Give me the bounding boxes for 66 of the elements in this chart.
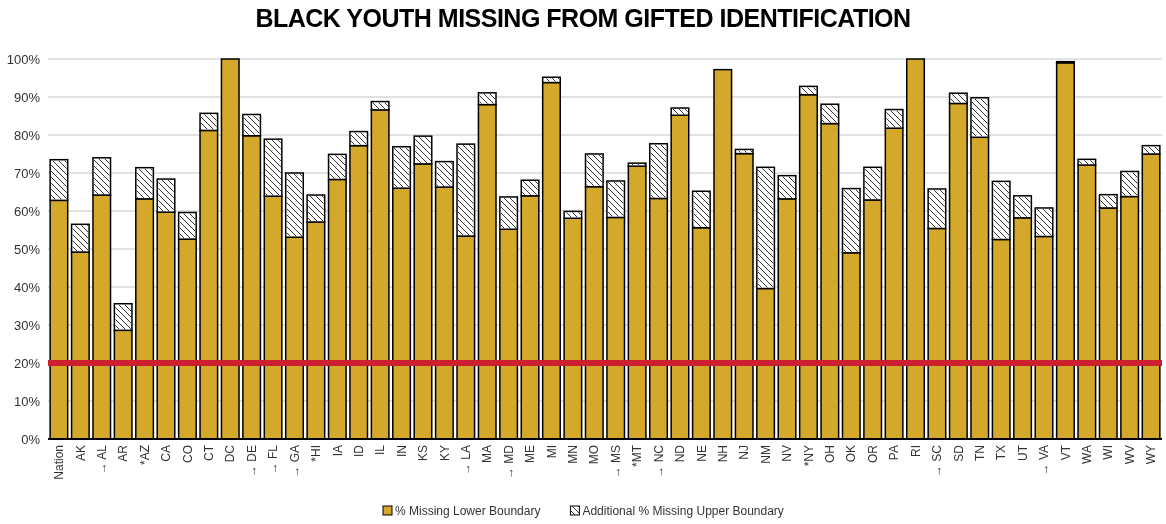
x-tick-label: Nation <box>52 445 67 480</box>
x-tick-label: RI <box>908 445 923 457</box>
x-tick-label: SD <box>951 444 966 462</box>
y-tick-label: 20% <box>13 355 41 371</box>
legend-label: Additional % Missing Upper Boundary <box>582 504 784 519</box>
x-tick-label: → MS <box>608 445 623 479</box>
x-tick-label: VT <box>1058 444 1073 461</box>
x-tick-label: NV <box>780 445 795 462</box>
x-tick-label: *HI <box>309 445 324 462</box>
x-tick-label: WY <box>1144 445 1159 465</box>
x-tick-label: IN <box>394 445 409 457</box>
y-tick-label: 10% <box>13 393 41 409</box>
y-tick-label: 50% <box>13 241 41 257</box>
x-tick-label: → VA <box>1037 445 1052 476</box>
x-tick-label: AK <box>73 445 88 462</box>
x-tick-label: DC <box>223 444 238 463</box>
x-tick-label: WI <box>1101 445 1116 460</box>
y-tick-label: 90% <box>13 89 41 105</box>
x-tick-label: TX <box>994 445 1009 461</box>
x-tick-label: → GA <box>287 445 302 478</box>
x-tick-label: IA <box>330 445 345 457</box>
x-tick-label: NE <box>694 445 709 462</box>
x-tick-label: NJ <box>737 445 752 460</box>
x-tick-label: → NC <box>651 444 666 478</box>
x-tick-label: TN <box>972 445 987 461</box>
x-tick-label: *MT <box>630 444 645 467</box>
legend-label: % Missing Lower Boundary <box>395 504 541 519</box>
x-tick-label: *AZ <box>137 445 152 466</box>
x-tick-label: MA <box>480 445 495 463</box>
x-tick-label: OH <box>823 445 838 463</box>
y-tick-label: 60% <box>13 203 41 219</box>
x-tick-label: ID <box>351 444 366 457</box>
x-tick-label: → LA <box>459 445 473 476</box>
y-tick-label: 70% <box>13 165 41 181</box>
x-tick-label: → DE <box>244 445 259 478</box>
y-tick-label: 30% <box>13 317 41 333</box>
x-tick-label: WV <box>1122 445 1137 465</box>
y-tick-label: 80% <box>13 127 41 143</box>
chart-title: BLACK YOUTH MISSING FROM GIFTED IDENTIFICATION <box>255 4 911 32</box>
x-tick-label: → AL <box>94 444 109 475</box>
x-tick-label: CT <box>202 444 217 461</box>
x-tick-label: CO <box>180 445 195 463</box>
x-tick-label: → MD <box>501 444 516 479</box>
x-tick-label: → SC <box>930 444 945 478</box>
y-tick-label: 40% <box>13 279 41 295</box>
y-tick-label: 100% <box>6 51 41 67</box>
x-tick-label: AR <box>116 444 131 462</box>
x-tick-label: KS <box>416 445 431 462</box>
x-tick-label: KY <box>437 445 452 462</box>
x-tick-label: ND <box>673 444 688 463</box>
x-tick-label: MO <box>587 445 602 465</box>
x-tick-label: CA <box>159 445 174 462</box>
x-tick-label: PA <box>887 445 902 461</box>
x-tick-label: NH <box>715 445 730 463</box>
x-tick-label: *NY <box>801 445 816 467</box>
x-tick-label: OR <box>865 444 880 463</box>
x-tick-label: IL <box>373 444 388 456</box>
x-tick-label: WA <box>1080 445 1095 464</box>
x-tick-label: MN <box>566 445 581 464</box>
x-tick-label: UT <box>1015 444 1030 461</box>
x-tick-label: OK <box>844 445 859 463</box>
x-tick-label: MI <box>544 445 559 459</box>
x-tick-label: → FL <box>266 444 281 475</box>
y-tick-label: 0% <box>21 431 41 447</box>
x-tick-label: ME <box>523 445 538 463</box>
x-tick-label: NM <box>758 445 773 464</box>
